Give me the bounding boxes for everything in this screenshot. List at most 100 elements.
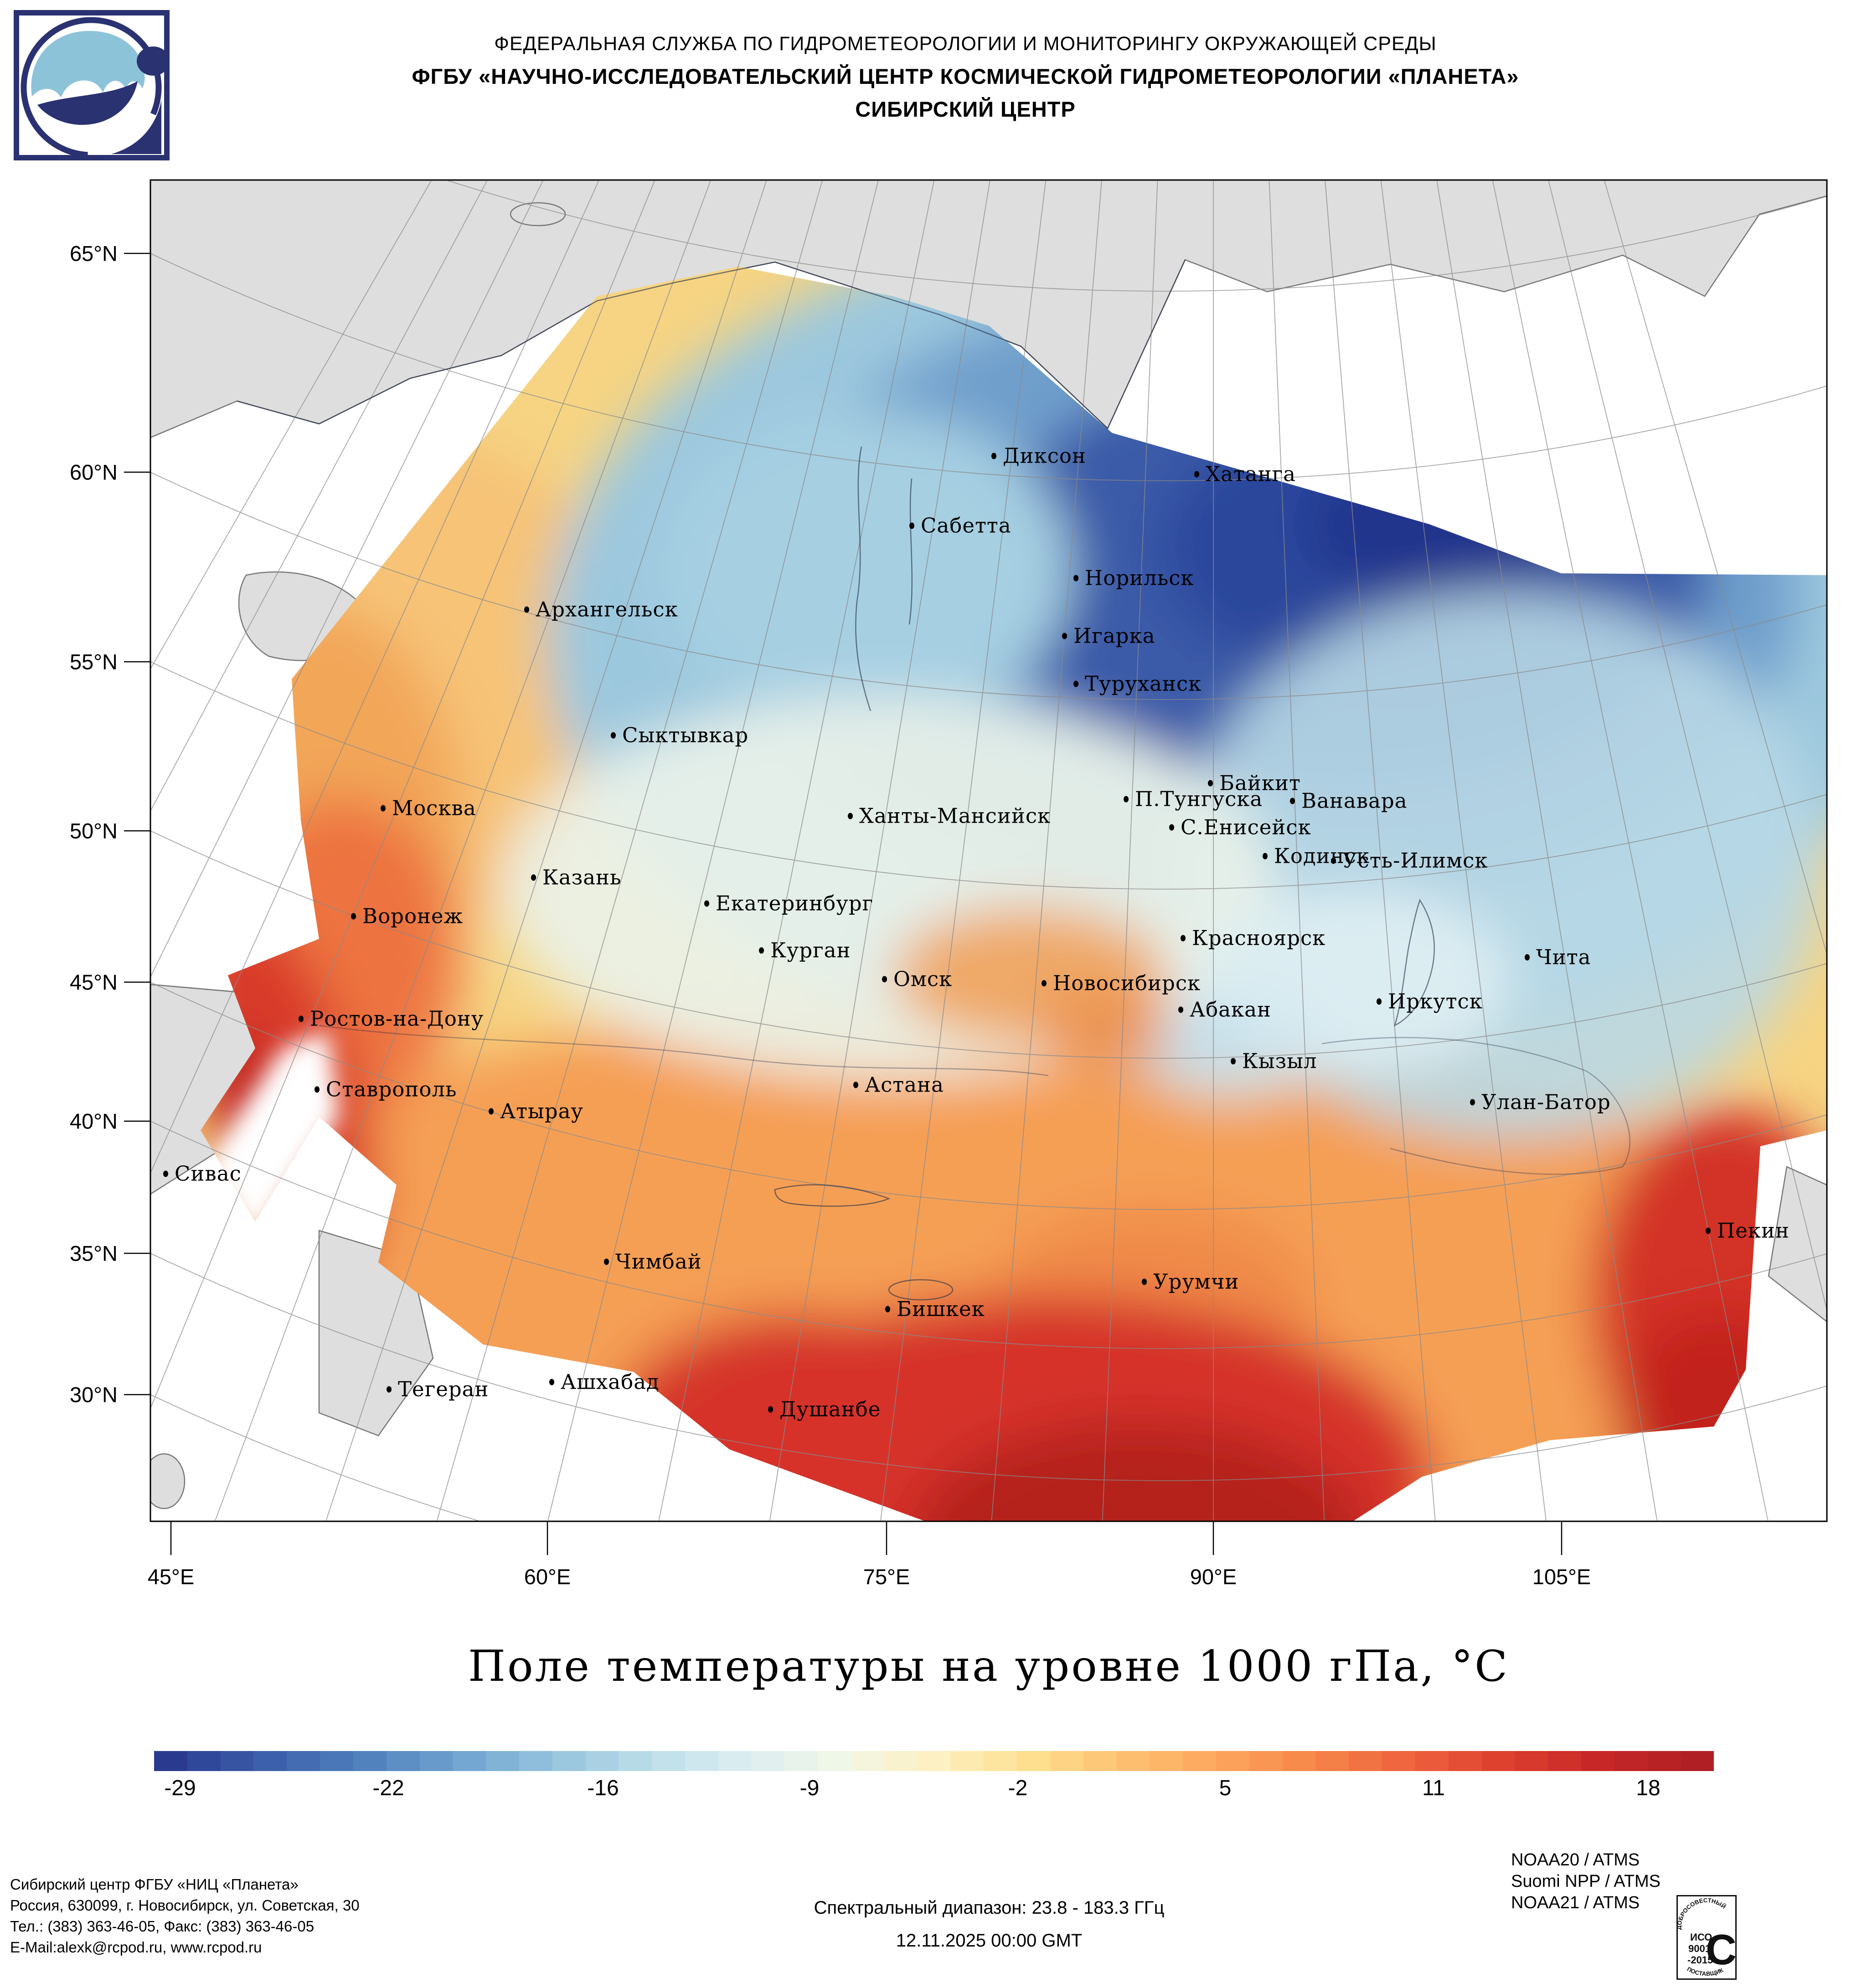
city-dot-icon xyxy=(1073,680,1078,687)
globe-icon xyxy=(21,17,170,158)
city-label: Красноярск xyxy=(1192,926,1326,950)
city-marker: Норильск xyxy=(1073,566,1194,590)
colorbar-step xyxy=(353,1751,387,1771)
city-marker: Бишкек xyxy=(885,1297,985,1321)
city-label: Норильск xyxy=(1085,566,1194,590)
city-marker: Чимбай xyxy=(604,1250,702,1274)
colorbar-step xyxy=(818,1751,851,1771)
colorbar-step xyxy=(253,1751,287,1771)
graticule xyxy=(150,180,1827,1521)
city-dot-icon xyxy=(1208,780,1213,786)
map-title: Поле температуры на уровне 1000 гПа, °C xyxy=(468,1642,1509,1691)
city-marker: Омск xyxy=(882,967,952,991)
colorbar-step xyxy=(287,1751,320,1771)
city-dot-icon xyxy=(1181,935,1186,941)
city-dot-icon xyxy=(163,1170,168,1177)
colorbar-step xyxy=(1647,1751,1681,1771)
colorbar-step xyxy=(220,1751,254,1771)
city-dot-icon xyxy=(1073,575,1078,581)
city-dot-icon xyxy=(768,1406,773,1412)
longitude-label: 105°E xyxy=(1532,1565,1591,1589)
badge-iso: ИСО xyxy=(1690,1931,1712,1943)
colorbar-step xyxy=(1614,1751,1648,1771)
longitude-label: 90°E xyxy=(1190,1565,1237,1589)
colorbar-step xyxy=(187,1751,221,1771)
badge-2015: -2015 xyxy=(1687,1954,1713,1966)
city-label: Атырау xyxy=(500,1099,583,1123)
city-label: Тегеран xyxy=(398,1377,489,1401)
city-dot-icon xyxy=(381,805,386,811)
latitude-label: 30°N xyxy=(69,1382,118,1407)
longitude-label: 45°E xyxy=(147,1565,195,1589)
city-label: Астана xyxy=(865,1072,944,1097)
colorbar xyxy=(154,1751,1714,1771)
city-marker: Екатеринбург xyxy=(704,891,873,916)
colorbar-step xyxy=(1382,1751,1415,1771)
colorbar-step xyxy=(685,1751,718,1771)
colorbar-step xyxy=(1216,1751,1249,1771)
colorbar-step xyxy=(552,1751,586,1771)
city-dot-icon xyxy=(387,1386,392,1392)
city-marker: Астана xyxy=(853,1073,944,1097)
map-frame xyxy=(150,179,1828,1522)
city-marker: Сивас xyxy=(163,1162,242,1186)
city-dot-icon xyxy=(524,606,529,613)
axis-ticks xyxy=(124,252,1563,1555)
colorbar-step xyxy=(1017,1751,1050,1771)
colorbar-tick-label: -22 xyxy=(372,1776,404,1800)
city-dot-icon xyxy=(1042,980,1047,986)
city-label: Воронеж xyxy=(362,904,464,928)
city-marker: Байкит xyxy=(1208,771,1301,795)
colorbar-step xyxy=(386,1751,420,1771)
city-label: Екатеринбург xyxy=(716,891,874,916)
city-dot-icon xyxy=(611,732,616,738)
city-marker: Тегеран xyxy=(387,1377,489,1401)
colorbar-tick-label: 18 xyxy=(1636,1776,1661,1800)
colorbar-tick-label: -2 xyxy=(1008,1776,1028,1800)
city-label: Новосибирск xyxy=(1053,971,1201,995)
city-dot-icon xyxy=(1377,998,1382,1004)
colorbar-tick-label: -9 xyxy=(799,1776,820,1800)
colorbar-step xyxy=(1315,1751,1349,1771)
city-marker: Красноярск xyxy=(1181,926,1325,950)
city-marker: Хатанга xyxy=(1194,462,1296,486)
colorbar-step xyxy=(950,1751,984,1771)
longitude-label: 75°E xyxy=(863,1565,910,1589)
footer-acquisition: Спектральный диапазон: 23.8 - 183.3 ГГц … xyxy=(615,1891,1363,1957)
longitude-label: 60°E xyxy=(524,1565,571,1589)
satellite-item: NOAA20 / ATMS xyxy=(1511,1850,1640,1870)
city-label: Сыктывкар xyxy=(622,723,749,747)
city-dot-icon xyxy=(1062,633,1067,639)
city-label: Чита xyxy=(1536,945,1591,969)
latitude-label: 45°N xyxy=(69,970,118,994)
city-marker: Курган xyxy=(759,938,851,963)
city-dot-icon xyxy=(299,1015,304,1022)
colorbar-step xyxy=(652,1751,685,1771)
city-label: Архангельск xyxy=(536,597,678,622)
planeta-logo xyxy=(14,10,170,160)
footer-address: Сибирский центр ФГБУ «НИЦ «Планета» Росс… xyxy=(10,1874,360,1958)
city-dot-icon xyxy=(848,813,853,819)
address-line: Россия, 630099, г. Новосибирск, ул. Сове… xyxy=(10,1897,360,1914)
city-label: Казань xyxy=(542,865,622,890)
city-dot-icon xyxy=(351,913,356,919)
address-line: Сибирский центр ФГБУ «НИЦ «Планета» xyxy=(10,1876,299,1893)
city-dot-icon xyxy=(531,874,536,881)
city-label: Бишкек xyxy=(897,1297,985,1321)
latitude-label: 60°N xyxy=(69,460,118,484)
city-label: Душанбе xyxy=(779,1397,881,1421)
header-line-3: СИБИРСКИЙ ЦЕНТР xyxy=(855,97,1076,121)
city-marker: Кодинск xyxy=(1263,844,1370,868)
latitude-label: 35°N xyxy=(69,1241,118,1266)
city-marker: С.Енисейск xyxy=(1169,815,1311,839)
satellite-item: Suomi NPP / ATMS xyxy=(1511,1872,1661,1891)
city-marker: Воронеж xyxy=(351,904,463,928)
colorbar-tick-label: -16 xyxy=(587,1776,619,1800)
city-dot-icon xyxy=(909,522,914,529)
address-line: E-Mail:alexk@rcpod.ru, www.rcpod.ru xyxy=(10,1939,262,1956)
city-label: Диксон xyxy=(1003,443,1086,468)
colorbar-step xyxy=(1050,1751,1083,1771)
city-label: П.Тунгуска xyxy=(1135,787,1263,811)
